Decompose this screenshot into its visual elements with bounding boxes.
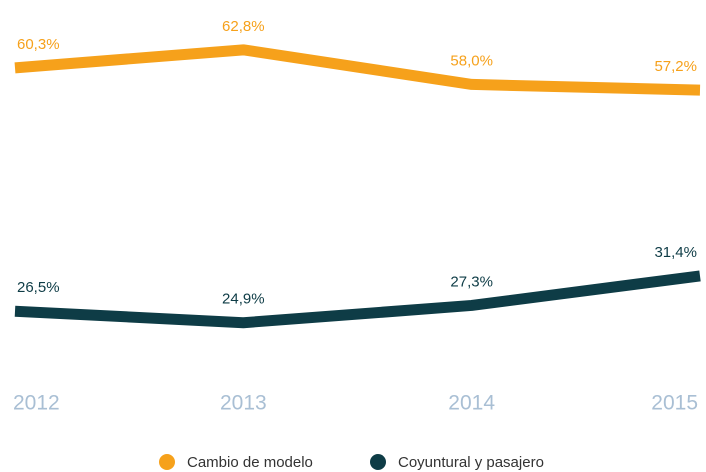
x-tick-label: 2014: [448, 392, 495, 415]
data-label: 57,2%: [654, 58, 697, 75]
data-label: 58,0%: [450, 52, 493, 69]
legend-marker: [159, 454, 175, 470]
data-label: 31,4%: [654, 244, 697, 261]
data-label: 62,8%: [222, 18, 265, 35]
legend-label: Coyuntural y pasajero: [398, 454, 544, 471]
data-label: 60,3%: [17, 36, 60, 53]
legend-label: Cambio de modelo: [187, 454, 313, 471]
series-line: [14, 270, 701, 329]
x-tick-label: 2012: [13, 392, 60, 415]
x-tick-label: 2015: [651, 392, 698, 415]
data-label: 27,3%: [450, 273, 493, 290]
data-label: 26,5%: [17, 279, 60, 296]
data-label: 24,9%: [222, 291, 265, 308]
legend-marker: [370, 454, 386, 470]
series-line: [14, 44, 701, 96]
x-tick-label: 2013: [220, 392, 267, 415]
